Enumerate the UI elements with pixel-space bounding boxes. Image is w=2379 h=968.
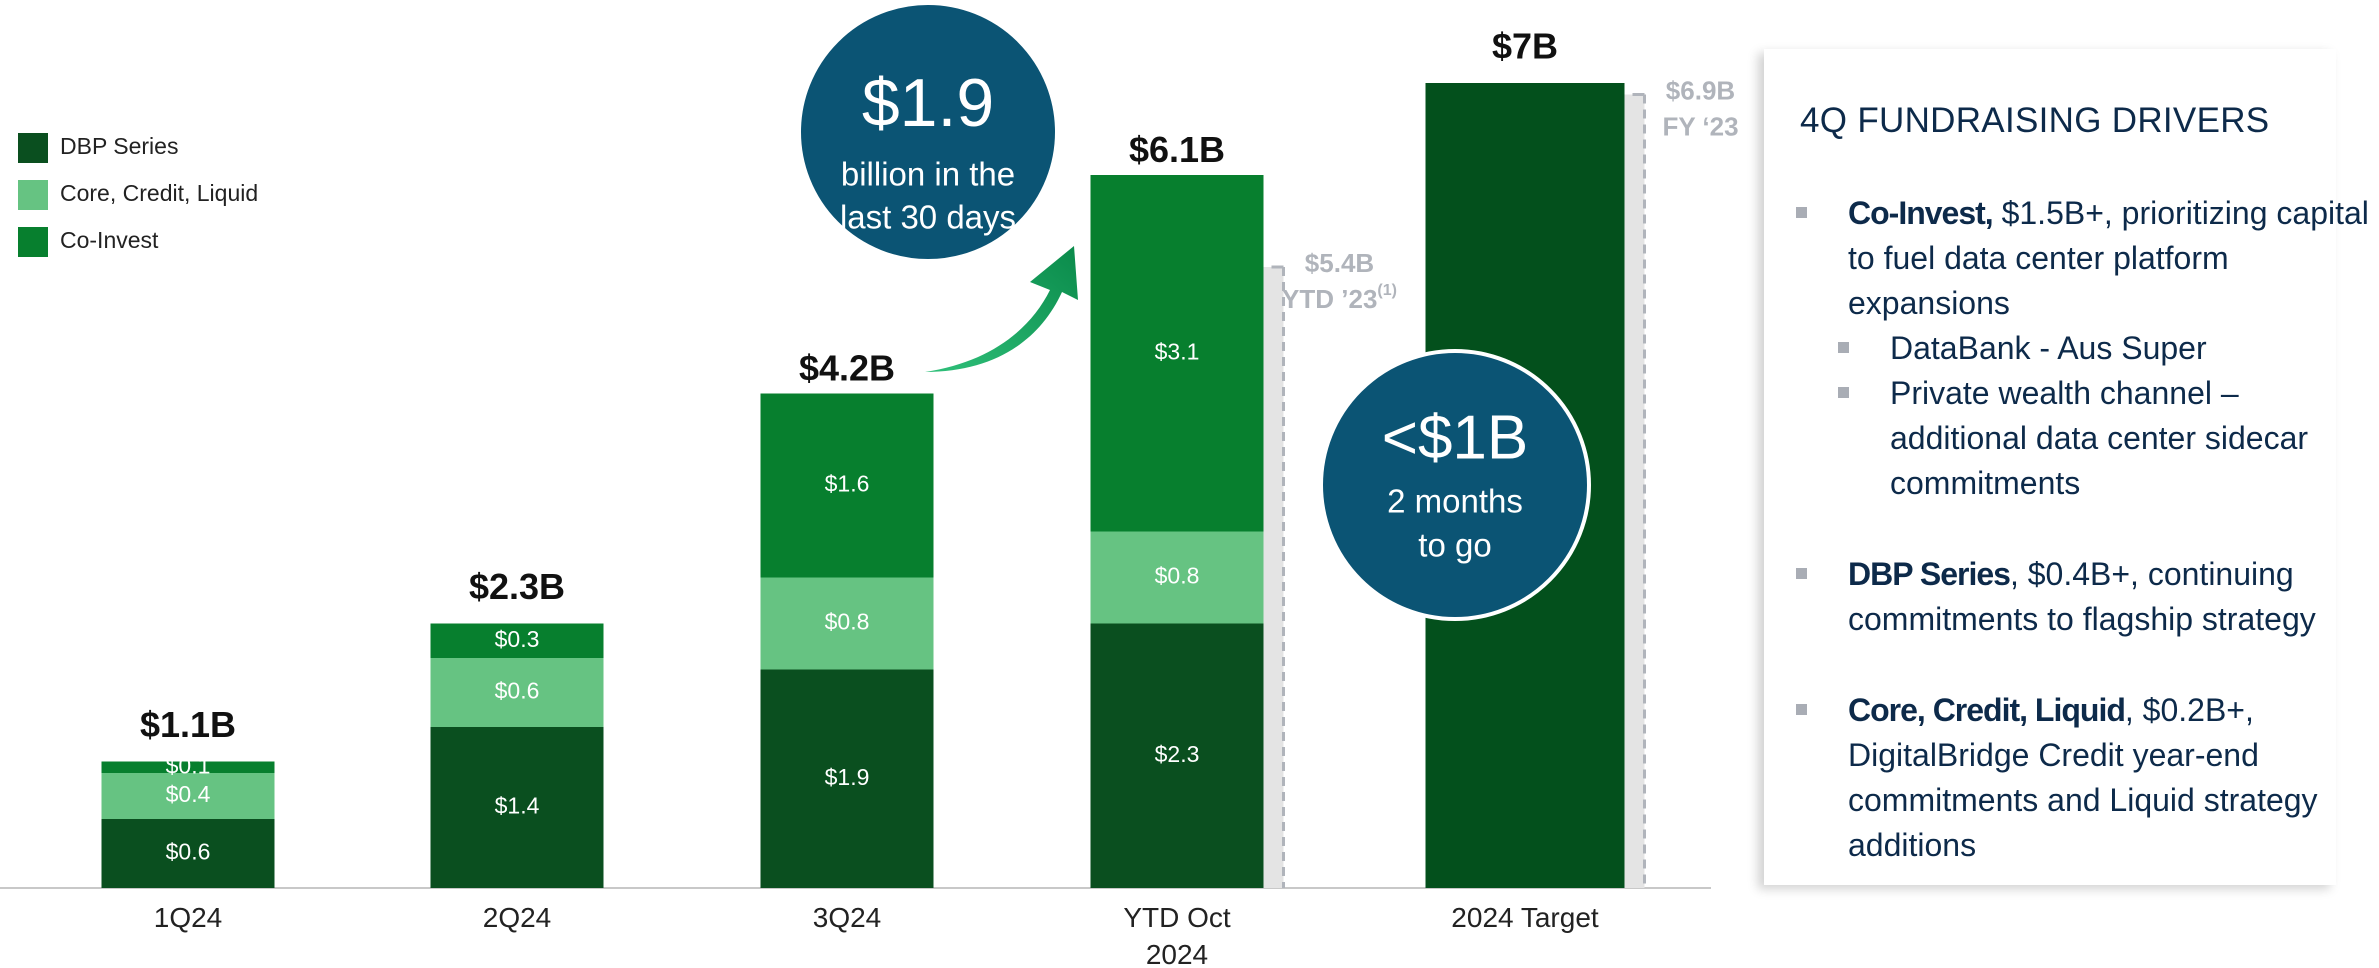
bar-segment — [1090, 175, 1264, 532]
bar-segment — [760, 577, 934, 670]
legend-swatch — [18, 227, 48, 257]
callout-line: billion in the — [841, 156, 1015, 193]
driver-text: $1.5B+, prioritizing capital to fuel dat… — [1848, 195, 2369, 321]
reference-label: $6.9B — [1666, 75, 1735, 105]
bar-segment — [430, 623, 604, 658]
callout-line: to go — [1418, 527, 1491, 564]
callout-headline: $1.9 — [862, 65, 994, 141]
driver-text: , $0.2B+, DigitalBridge Credit year-end … — [1848, 692, 2318, 863]
value-label: $0.4 — [166, 781, 211, 807]
legend-label: Core, Credit, Liquid — [60, 180, 258, 206]
total-label: $1.1B — [140, 704, 236, 745]
callout-line: last 30 days — [840, 199, 1016, 236]
bar-segment — [1090, 531, 1264, 624]
driver-subitem: Private wealth channel – additional data… — [1838, 371, 2379, 506]
panel-title: 4Q FUNDRAISING DRIVERS — [1800, 101, 2270, 140]
driver-list: Co-Invest, $1.5B+, prioritizing capital … — [1794, 191, 2379, 914]
driver-item: DBP Series, $0.4B+, continuing commitmen… — [1794, 552, 2379, 642]
callout-line: 2 months — [1387, 483, 1523, 520]
bar-segment — [101, 773, 275, 819]
reference-band — [1624, 94, 1645, 888]
reference-period-text: FY ‘23 — [1662, 111, 1738, 141]
legend-swatch — [18, 133, 48, 163]
driver-text: , $0.4B+, continuing commitments to flag… — [1848, 556, 2316, 637]
total-label: $2.3B — [469, 566, 565, 607]
driver-lead: Co-Invest, — [1848, 195, 1994, 231]
category-label: 3Q24 — [812, 902, 882, 933]
legend-label: Co-Invest — [60, 227, 159, 253]
value-label: $2.3 — [1155, 741, 1200, 767]
total-label: $7B — [1492, 26, 1558, 67]
driver-item: Core, Credit, Liquid, $0.2B+, DigitalBri… — [1794, 688, 2379, 868]
reference-period: YTD ’23(1) — [1282, 282, 1397, 314]
value-label: $0.8 — [825, 609, 870, 635]
bar-segment — [1090, 623, 1264, 888]
bar-segment — [101, 761, 275, 773]
drivers-panel: 4Q FUNDRAISING DRIVERS Co-Invest, $1.5B+… — [1764, 49, 2369, 885]
callout-circle — [1319, 349, 1591, 621]
total-label: $4.2B — [799, 348, 895, 389]
category-label: YTD Oct 2024 — [1123, 902, 1231, 968]
total-label: $6.1B — [1129, 129, 1225, 170]
arrow — [925, 246, 1078, 372]
driver-subitem: DataBank - Aus Super — [1838, 326, 2379, 371]
value-label: $3.1 — [1155, 338, 1200, 364]
driver-item: Co-Invest, $1.5B+, prioritizing capital … — [1794, 191, 2379, 506]
bar-segment — [430, 658, 604, 727]
value-label: $0.8 — [1155, 563, 1200, 589]
bar-segment — [101, 819, 275, 888]
footnote-marker: (1) — [1377, 282, 1397, 299]
category-label: 1Q24 — [153, 902, 223, 933]
bar-segment — [760, 393, 934, 578]
value-label: $0.6 — [495, 678, 540, 704]
category-label: 2Q24 — [482, 902, 552, 933]
reference-period-text: YTD ’23 — [1282, 284, 1377, 314]
driver-lead: DBP Series — [1848, 556, 2011, 592]
value-label: $1.6 — [825, 471, 870, 497]
reference-label: $5.4B — [1305, 248, 1374, 278]
reference-band — [1263, 267, 1284, 888]
category-label: 2024 Target — [1451, 902, 1599, 933]
callout-circle — [797, 1, 1059, 263]
bar-segment — [430, 727, 604, 888]
value-label: $1.9 — [825, 764, 870, 790]
bar-segment — [760, 669, 934, 888]
reference-period: FY ‘23 — [1662, 111, 1738, 141]
value-label: $0.1 — [166, 752, 211, 778]
callout-headline: <$1B — [1382, 403, 1529, 472]
value-label: $1.4 — [495, 793, 540, 819]
value-label: $0.3 — [495, 626, 540, 652]
legend-label: DBP Series — [60, 133, 178, 159]
driver-lead: Core, Credit, Liquid — [1848, 692, 2126, 728]
value-label: $0.6 — [166, 839, 211, 865]
legend-swatch — [18, 180, 48, 210]
